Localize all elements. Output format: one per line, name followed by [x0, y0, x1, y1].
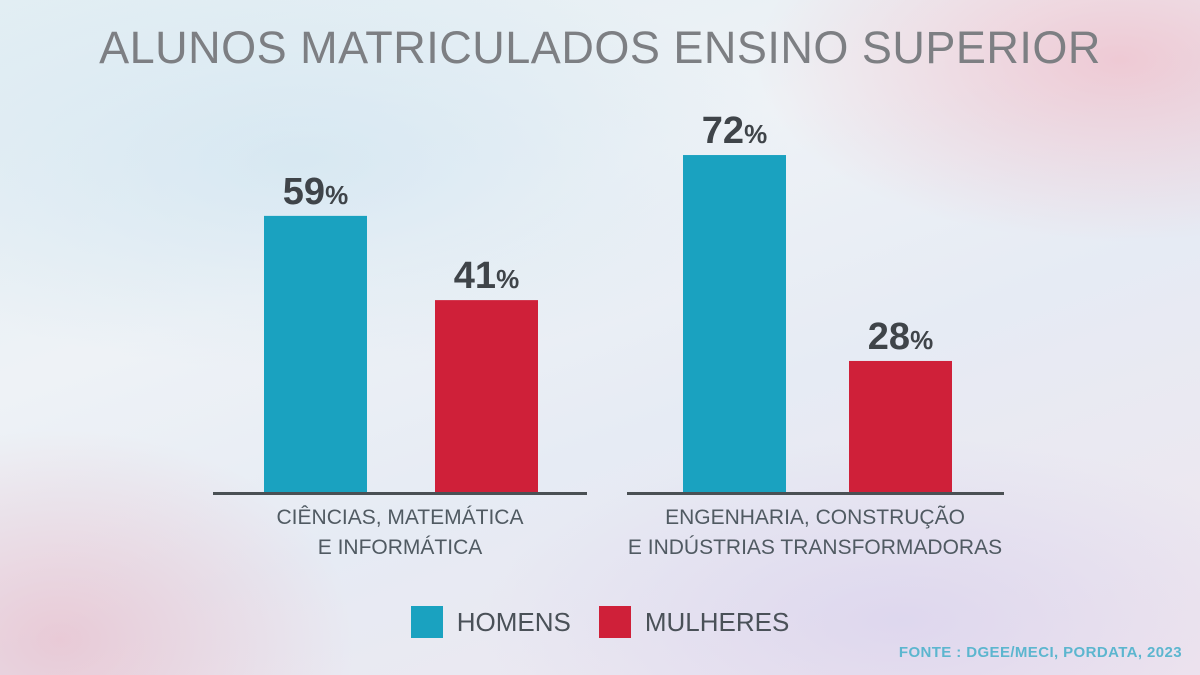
value-label-homens-2: 72%	[702, 110, 767, 152]
value-label-mulheres-2: 28%	[868, 316, 933, 358]
bar-mulheres-2	[849, 360, 952, 492]
legend-item-mulheres: MULHERES	[598, 606, 790, 638]
legend-swatch-homens	[410, 606, 443, 638]
bar-homens-2	[683, 155, 786, 493]
bar-mulheres-1	[435, 300, 538, 492]
legend-swatch-mulheres	[598, 606, 631, 638]
legend-item-homens: HOMENS	[410, 606, 571, 638]
chart-title: ALUNOS MATRICULADOS ENSINO SUPERIOR	[99, 22, 1101, 73]
legend: HOMENS MULHERES	[0, 606, 1200, 638]
category-label-1: CIÊNCIAS, MATEMÁTICA E INFORMÁTICA	[276, 506, 524, 559]
value-label-homens-1: 59%	[283, 171, 348, 213]
bar-homens-1	[264, 215, 367, 492]
category-label-2: ENGENHARIA, CONSTRUÇÃO E INDÚSTRIAS TRAN…	[627, 506, 1003, 559]
value-label-mulheres-1: 41%	[454, 255, 519, 297]
legend-label-mulheres: MULHERES	[644, 606, 790, 637]
source-note: FONTE : DGEE/MECI, PORDATA, 2023	[898, 644, 1182, 661]
legend-label-homens: HOMENS	[456, 606, 571, 637]
